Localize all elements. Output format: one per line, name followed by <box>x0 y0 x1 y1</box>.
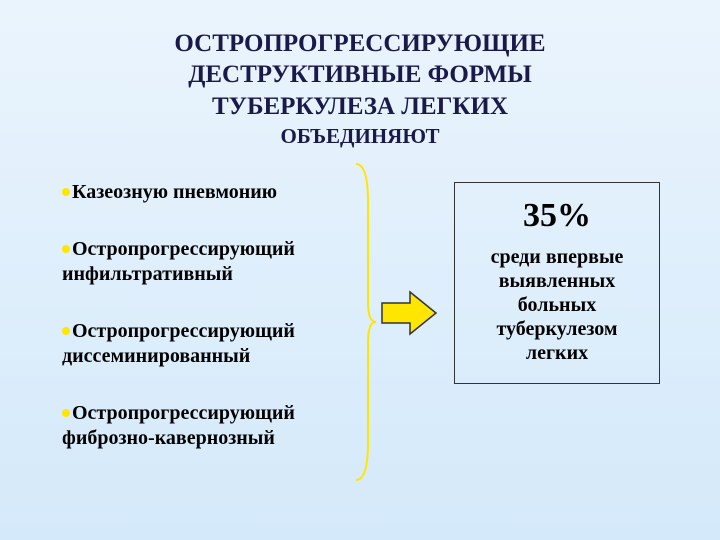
bullet-icon <box>62 327 70 335</box>
stat-desc-line: туберкулезом <box>496 318 617 340</box>
list-item-text: Остропрогрессирующий диссеминированный <box>62 320 295 367</box>
title-subline: ОБЪЕДИНЯЮТ <box>60 124 660 149</box>
bullet-list: Казеозную пневмонию Остропрогрессирующий… <box>60 180 350 483</box>
list-item-text: Казеозную пневмонию <box>72 181 277 203</box>
list-item: Остропрогрессирующий инфильтративный <box>60 237 350 287</box>
stat-box: 35% среди впервые выявленных больных туб… <box>454 182 660 384</box>
list-item: Остропрогрессирующий диссеминированный <box>60 319 350 369</box>
bullet-icon <box>62 245 70 253</box>
stat-desc-line: легких <box>526 342 588 364</box>
list-item: Казеозную пневмонию <box>60 180 350 205</box>
list-item: Остропрогрессирующий фиброзно-кавернозны… <box>60 401 350 451</box>
title-line-2: ДЕСТРУКТИВНЫЕ ФОРМЫ <box>60 59 660 90</box>
stat-desc-line: среди впервые <box>491 246 624 268</box>
stat-desc: среди впервые выявленных больных туберку… <box>465 245 649 365</box>
bracket-icon <box>354 162 378 482</box>
bullet-icon <box>62 188 70 196</box>
list-item-text: Остропрогрессирующий инфильтративный <box>62 238 295 285</box>
list-item-text: Остропрогрессирующий фиброзно-кавернозны… <box>62 402 295 449</box>
stat-percent: 35% <box>465 197 649 235</box>
title-line-1: ОСТРОПРОГРЕССИРУЮЩИЕ <box>60 28 660 59</box>
content-area: Казеозную пневмонию Остропрогрессирующий… <box>60 180 660 520</box>
bullet-icon <box>62 409 70 417</box>
title-block: ОСТРОПРОГРЕССИРУЮЩИЕ ДЕСТРУКТИВНЫЕ ФОРМЫ… <box>0 0 720 149</box>
arrow-icon <box>380 288 440 338</box>
stat-desc-line: выявленных <box>499 270 616 292</box>
title-line-3: ТУБЕРКУЛЕЗА ЛЕГКИХ <box>60 91 660 122</box>
stat-desc-line: больных <box>518 294 596 316</box>
